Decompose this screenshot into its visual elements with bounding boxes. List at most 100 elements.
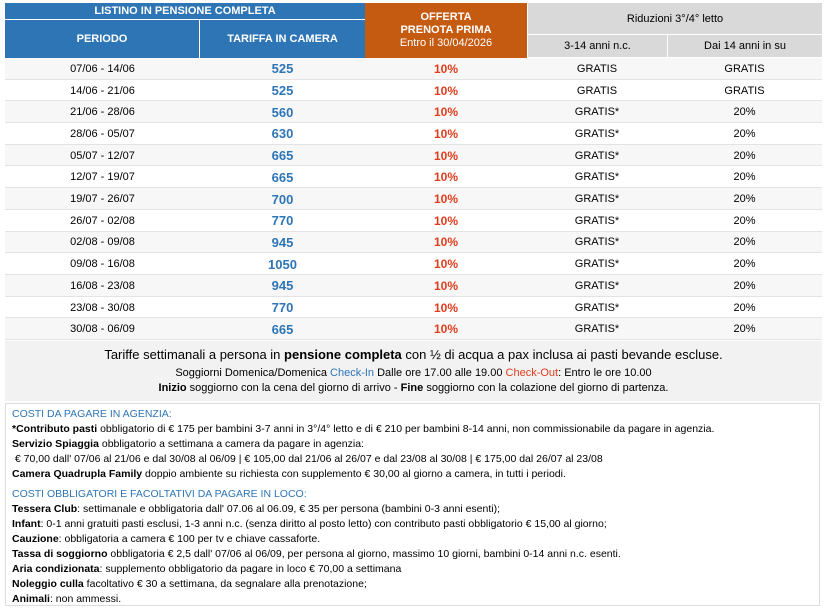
cell: 16/08 - 23/08 bbox=[70, 279, 135, 292]
summary: Tariffe settimanali a persona in pension… bbox=[5, 347, 822, 362]
cell: 10% bbox=[433, 235, 459, 250]
text: : obbligatoria a camera € 100 per tv e c… bbox=[58, 533, 321, 545]
cell: 30/08 - 06/09 bbox=[70, 323, 135, 336]
cell: 19/07 - 26/07 bbox=[70, 193, 135, 206]
text: Fine bbox=[400, 382, 424, 394]
cost-item: Tassa di soggiorno obbligatoria € 2,5 da… bbox=[12, 547, 813, 562]
cell: GRATIS* bbox=[574, 171, 620, 184]
cell: 630 bbox=[271, 126, 294, 142]
text: obbligatorio di € 175 per bambini 3-7 an… bbox=[97, 423, 715, 435]
cell: 945 bbox=[271, 278, 294, 294]
text: *Contributo pasti bbox=[12, 423, 98, 435]
cell: GRATIS* bbox=[574, 149, 620, 162]
cell: 665 bbox=[271, 148, 294, 164]
cell: GRATIS* bbox=[574, 258, 620, 271]
row-bg bbox=[5, 275, 822, 297]
row-bg bbox=[5, 79, 822, 102]
cell: 10% bbox=[433, 213, 459, 228]
cost-item: Noleggio culla facoltativo € 30 a settim… bbox=[12, 577, 813, 592]
text: Tessera Club bbox=[12, 503, 78, 515]
text: : settimanale e obbligatoria dall' 07.06… bbox=[77, 503, 501, 515]
text: Check-Out bbox=[505, 367, 559, 379]
cost-item: *Contributo pasti obbligatorio di € 175 … bbox=[12, 422, 813, 437]
cell: 20% bbox=[733, 127, 756, 140]
cell: 10% bbox=[433, 257, 459, 272]
cell: 21/06 - 28/06 bbox=[70, 106, 135, 119]
cell: 10% bbox=[433, 61, 459, 76]
cell: GRATIS* bbox=[574, 323, 620, 336]
text: pensione completa bbox=[284, 347, 402, 362]
row-bg bbox=[5, 231, 822, 254]
cell: 525 bbox=[271, 83, 294, 99]
cell: GRATIS* bbox=[574, 279, 620, 292]
text: Tariffe settimanali a persona in bbox=[104, 347, 285, 362]
cell: 20% bbox=[733, 149, 756, 162]
text: : non ammessi. bbox=[49, 593, 122, 605]
text: obbligatorio a settimana a camera da pag… bbox=[98, 438, 364, 450]
text: doppio ambiente su richiesta con supplem… bbox=[142, 468, 566, 480]
cell: GRATIS bbox=[724, 62, 765, 75]
start: Inizio soggiorno con la cena del giorno … bbox=[5, 382, 822, 394]
text: Aria condizionata bbox=[12, 563, 100, 575]
cell: 20% bbox=[733, 214, 756, 227]
text: : 0-1 anni gratuiti pasti esclusi, 1-3 a… bbox=[40, 518, 607, 530]
text: : Entro le ore 10.00 bbox=[558, 367, 652, 379]
row-bg bbox=[5, 296, 822, 319]
cost-section: COSTI DA PAGARE IN AGENZIA: *Contributo p… bbox=[12, 407, 813, 482]
cell: 02/08 - 09/08 bbox=[70, 236, 135, 249]
text: Soggiorni Domenica/Domenica bbox=[175, 367, 331, 379]
header-cell: TARIFFA IN CAMERA bbox=[200, 20, 365, 58]
text: Inizio bbox=[158, 382, 187, 394]
section-title: COSTI DA PAGARE IN AGENZIA: bbox=[12, 408, 172, 420]
cell: 10% bbox=[433, 83, 459, 98]
cell: 12/07 - 19/07 bbox=[70, 171, 135, 184]
row-bg bbox=[5, 188, 822, 210]
cell: GRATIS* bbox=[574, 127, 620, 140]
cell: 20% bbox=[733, 301, 756, 314]
row-bg bbox=[5, 318, 822, 341]
cell: 770 bbox=[271, 213, 294, 229]
cell: 20% bbox=[733, 106, 756, 119]
text: Animali bbox=[12, 593, 50, 605]
cost-item: Cauzione: obbligatoria a camera € 100 pe… bbox=[12, 532, 813, 547]
cell: 10% bbox=[433, 105, 459, 120]
cell: 665 bbox=[271, 169, 294, 185]
cell: 10% bbox=[433, 126, 459, 141]
text: Noleggio culla bbox=[12, 578, 84, 590]
cost-item: Tessera Club: settimanale e obbligatoria… bbox=[12, 502, 813, 517]
cell: 20% bbox=[733, 258, 756, 271]
cost-section: COSTI OBBLIGATORI E FACOLTATIVI DA PAGAR… bbox=[12, 487, 813, 607]
cell: 05/07 - 12/07 bbox=[70, 149, 135, 162]
cell: GRATIS* bbox=[574, 214, 620, 227]
cell: 700 bbox=[271, 191, 294, 207]
header-cell: Riduzioni 3°/4° letto bbox=[527, 3, 822, 35]
cell: 10% bbox=[433, 278, 459, 293]
cell: 07/06 - 14/06 bbox=[70, 62, 135, 75]
cost-item: Servizio Spiaggia obbligatorio a settima… bbox=[12, 437, 813, 452]
row-bg bbox=[5, 123, 822, 145]
text: con ½ di acqua a pax inclusa ai pasti be… bbox=[401, 347, 723, 362]
cell: 28/06 - 05/07 bbox=[70, 127, 135, 140]
cell: 10% bbox=[433, 148, 459, 163]
notes: Tariffe settimanali a persona in pension… bbox=[5, 341, 822, 401]
cell: 20% bbox=[733, 279, 756, 292]
row-bg bbox=[5, 144, 822, 167]
header-line: OFFERTA bbox=[420, 11, 472, 23]
cost-item: Camera Quadrupla Family doppio ambiente … bbox=[12, 467, 813, 482]
text: obbligatoria € 2,5 dall' 07/06 al 06/09,… bbox=[107, 548, 621, 560]
cell: 10% bbox=[433, 322, 459, 337]
text: facoltativo € 30 a settimana, da segnala… bbox=[83, 578, 367, 590]
header-line: Entro il 30/04/2026 bbox=[399, 37, 493, 49]
cell: 10% bbox=[433, 192, 459, 207]
row-bg bbox=[5, 166, 822, 189]
cost-item: Animali: non ammessi. bbox=[12, 592, 813, 607]
header-cell: 3-14 anni n.c. bbox=[527, 35, 667, 58]
text: Tassa di soggiorno bbox=[12, 548, 108, 560]
cell: 10% bbox=[433, 170, 459, 185]
text: € 70,00 dall' 07/06 al 21/06 e dal 30/08… bbox=[12, 453, 603, 465]
text: Cauzione bbox=[12, 533, 59, 545]
header-cell: PERIODO bbox=[5, 20, 200, 58]
cell: 20% bbox=[733, 323, 756, 336]
checkin: Soggiorni Domenica/Domenica Check-In Dal… bbox=[5, 367, 822, 379]
